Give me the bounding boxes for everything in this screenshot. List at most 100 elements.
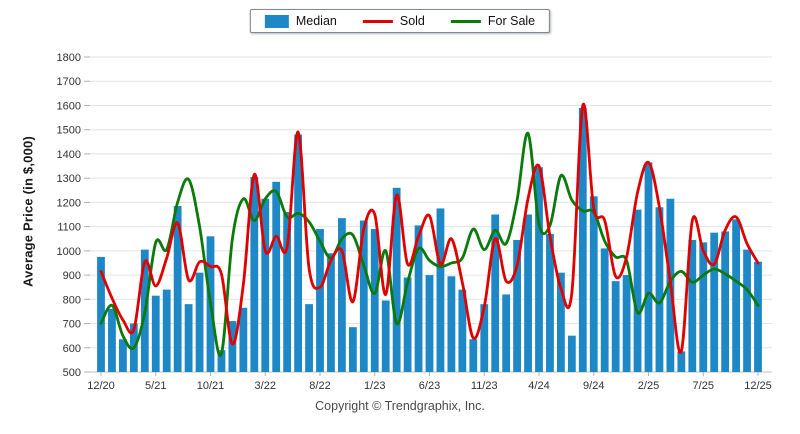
median-bar — [228, 321, 237, 372]
median-bar — [480, 304, 489, 372]
y-tick-label: 1200 — [57, 197, 81, 209]
x-tick-label: 3/22 — [255, 380, 276, 392]
median-bar — [392, 187, 401, 372]
x-tick-label: 2/25 — [638, 380, 659, 392]
median-bar — [502, 294, 511, 372]
y-tick-label: 600 — [63, 343, 81, 355]
median-bar — [600, 248, 609, 372]
legend-label-sold: Sold — [399, 14, 425, 28]
median-bar — [359, 220, 368, 372]
median-bar — [327, 253, 335, 372]
median-bar — [513, 239, 521, 372]
median-bar — [338, 218, 346, 372]
x-tick-label: 12/20 — [87, 380, 115, 392]
median-bar — [151, 295, 160, 372]
y-tick-label: 1100 — [57, 222, 81, 234]
median-bar — [403, 277, 412, 372]
median-bar — [184, 304, 193, 372]
median-bar — [436, 208, 445, 372]
median-bar — [447, 276, 456, 372]
y-tick-label: 1300 — [57, 173, 81, 185]
median-bar — [370, 229, 379, 372]
median-bar — [173, 206, 182, 372]
median-bar — [578, 107, 587, 372]
x-tick-label: 4/24 — [528, 380, 549, 392]
y-axis-title: Average Price (in $,000) — [20, 136, 36, 288]
median-bar — [272, 181, 281, 372]
sold-line — [99, 102, 760, 355]
median-bar — [633, 209, 642, 372]
median-bar — [108, 309, 116, 372]
sold-line-swatch-icon — [362, 19, 393, 23]
y-tick-label: 900 — [63, 270, 81, 282]
y-tick-label: 1400 — [57, 149, 81, 161]
median-bar — [491, 214, 500, 372]
y-tick-label: 1800 — [57, 52, 81, 64]
legend-item-median: Median — [264, 14, 337, 28]
legend-item-for-sale: For Sale — [450, 14, 536, 28]
median-bar — [567, 335, 576, 372]
median-bar-swatch-icon — [264, 14, 289, 28]
x-tick-label: 5/21 — [145, 380, 166, 392]
median-bar — [469, 339, 478, 372]
for-sale-line — [99, 131, 760, 357]
median-bar — [699, 242, 708, 372]
median-bar — [414, 225, 423, 372]
median-bar — [261, 198, 270, 372]
x-tick-label: 7/25 — [693, 380, 714, 392]
median-bar — [710, 232, 719, 372]
median-bar — [589, 196, 598, 372]
median-bar — [305, 304, 313, 372]
median-bar — [644, 162, 653, 372]
median-bar — [283, 212, 292, 372]
median-bar — [195, 272, 204, 372]
median-bar — [425, 275, 434, 372]
median-bar — [250, 176, 259, 372]
median-bar — [316, 229, 324, 372]
legend-item-sold: Sold — [362, 14, 425, 28]
median-bar — [162, 289, 171, 372]
y-tick-label: 1000 — [57, 246, 81, 258]
chart-legend: Median Sold For Sale — [249, 9, 551, 33]
median-bar — [381, 300, 390, 372]
x-tick-label: 11/23 — [471, 380, 498, 392]
median-bar — [458, 289, 467, 372]
median-bar — [743, 249, 751, 372]
x-tick-label: 8/22 — [309, 380, 330, 392]
median-bar — [546, 233, 554, 372]
median-bar — [294, 134, 302, 372]
copyright-text: Copyright © Trendgraphix, Inc. — [315, 399, 485, 413]
y-tick-label: 1700 — [57, 76, 81, 88]
x-tick-label: 12/25 — [744, 380, 772, 392]
median-bar — [655, 207, 664, 372]
x-tick-label: 1/23 — [364, 380, 385, 392]
x-tick-label: 6/23 — [419, 380, 440, 392]
median-bar — [732, 219, 740, 372]
for-sale-line-swatch-icon — [450, 19, 481, 23]
median-bar — [524, 214, 532, 372]
median-bar — [688, 239, 697, 372]
median-bar — [217, 350, 226, 372]
y-tick-label: 700 — [63, 319, 81, 331]
legend-label-median: Median — [295, 14, 337, 28]
legend-label-for-sale: For Sale — [487, 14, 536, 28]
y-tick-label: 500 — [63, 367, 81, 379]
median-bar — [611, 281, 620, 372]
median-bar — [677, 351, 686, 372]
y-tick-label: 1500 — [57, 125, 81, 137]
y-tick-label: 1600 — [57, 100, 81, 112]
median-bar — [754, 261, 762, 372]
median-bar — [721, 231, 730, 372]
x-tick-label: 10/21 — [197, 380, 225, 392]
median-bar — [239, 307, 248, 372]
x-tick-label: 9/24 — [583, 380, 604, 392]
median-bar — [535, 167, 543, 372]
median-bar — [119, 339, 127, 372]
median-bar — [348, 327, 357, 372]
median-bar — [97, 256, 105, 372]
median-bar — [622, 275, 631, 372]
y-tick-label: 800 — [63, 294, 81, 306]
median-bar — [557, 272, 565, 372]
